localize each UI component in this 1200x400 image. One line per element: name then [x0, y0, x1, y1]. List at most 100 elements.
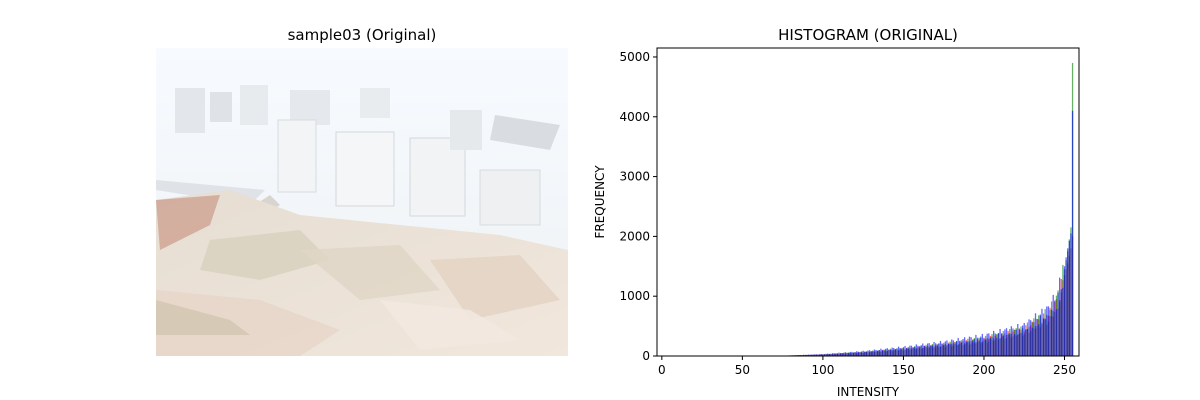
bar-blue-150 [902, 347, 905, 356]
bar-blue-101 [823, 354, 826, 356]
bar-blue-135 [878, 350, 880, 356]
bar-blue-222 [1018, 329, 1021, 356]
bar-blue-170 [935, 343, 937, 356]
bar-blue-215 [1007, 334, 1009, 356]
bar-blue-245 [1055, 309, 1058, 356]
bar-blue-195 [975, 334, 977, 356]
bar-blue-181 [952, 340, 955, 356]
bar-blue-221 [1017, 323, 1019, 356]
bar-blue-140 [886, 348, 888, 356]
bar-blue-218 [1012, 328, 1014, 356]
bar-blue-125 [862, 350, 864, 356]
bar-blue-120 [854, 352, 856, 356]
bar-blue-158 [915, 344, 917, 356]
bar-blue-180 [951, 339, 953, 356]
bar-blue-163 [923, 345, 926, 356]
bar-blue-177 [946, 340, 948, 356]
bar-blue-145 [894, 349, 897, 356]
bar-blue-113 [843, 352, 845, 356]
bar-blue-100 [822, 354, 824, 356]
bar-blue-242 [1050, 309, 1053, 356]
bar-blue-89 [804, 354, 806, 356]
bar-blue-127 [865, 351, 868, 356]
bar-blue-110 [838, 352, 840, 356]
bar-blue-165 [926, 343, 929, 356]
bar-blue-160 [918, 347, 921, 356]
bar-blue-126 [864, 351, 866, 356]
x-tick-label-250: 250 [1053, 363, 1076, 377]
x-axis: 0 50 100 150 200 250 [658, 356, 1076, 377]
bar-blue-129 [868, 350, 871, 356]
y-axis: 0 1000 2000 3000 4000 5000 [619, 50, 657, 363]
axes-frame [656, 47, 1080, 357]
bar-blue-174 [941, 343, 943, 356]
bar-blue-136 [880, 348, 882, 356]
bar-blue-87 [801, 354, 803, 356]
bar-blue-205 [991, 336, 993, 356]
bar-blue-200 [983, 338, 985, 356]
aerial-photo [156, 48, 568, 356]
bar-blue-96 [815, 354, 818, 356]
bar-blue-161 [920, 345, 922, 356]
bar-blue-243 [1052, 294, 1054, 356]
bar-blue-185 [959, 340, 961, 356]
bar-blue-194 [973, 339, 975, 356]
bar-blue-98 [819, 354, 821, 356]
bar-blue-130 [870, 351, 872, 356]
bar-blue-223 [1020, 332, 1022, 356]
bar-blue-157 [914, 346, 916, 356]
bar-blue-246 [1057, 292, 1059, 356]
bar-blue-171 [936, 345, 938, 356]
bar-blue-119 [852, 352, 855, 356]
plot-area [775, 62, 1074, 357]
bar-blue-251 [1065, 257, 1067, 356]
bar-blue-173 [939, 340, 942, 356]
image-title: sample03 (Original) [288, 26, 437, 44]
bar-blue-154 [909, 345, 911, 356]
x-tick-label-0: 0 [658, 363, 666, 377]
bar-blue-213 [1004, 329, 1006, 356]
bar-blue-146 [896, 348, 898, 356]
series-blue [775, 110, 1074, 357]
bar-blue-254 [1070, 233, 1072, 356]
bar-blue-178 [947, 343, 950, 356]
bar-blue-153 [907, 348, 909, 356]
bar-blue-232 [1034, 313, 1037, 356]
bar-blue-204 [989, 338, 992, 356]
x-tick-label-150: 150 [892, 363, 915, 377]
bar-blue-139 [885, 348, 887, 356]
bar-blue-189 [965, 341, 967, 356]
bar-blue-104 [828, 354, 830, 356]
bar-blue-183 [955, 341, 958, 356]
bar-blue-211 [1001, 334, 1003, 356]
bar-blue-116 [848, 352, 850, 356]
y-axis-label: FREQUENCY [593, 165, 607, 239]
bar-blue-91 [807, 354, 810, 356]
bar-blue-230 [1031, 327, 1033, 356]
bar-blue-103 [827, 353, 829, 356]
bar-blue-202 [986, 333, 988, 356]
bar-blue-111 [839, 353, 842, 356]
bar-blue-109 [836, 353, 839, 356]
bar-blue-162 [922, 343, 924, 356]
bar-blue-208 [996, 337, 998, 356]
bar-blue-248 [1060, 289, 1062, 356]
bar-blue-137 [881, 349, 884, 356]
bar-blue-236 [1041, 308, 1043, 356]
bar-blue-133 [875, 349, 877, 356]
bar-blue-182 [954, 343, 956, 356]
bar-blue-197 [978, 340, 980, 356]
bar-blue-193 [972, 341, 974, 356]
bar-blue-201 [984, 339, 987, 356]
bar-blue-228 [1028, 319, 1030, 356]
bar-blue-235 [1039, 314, 1041, 356]
bar-blue-108 [835, 353, 837, 356]
bar-blue-144 [893, 347, 895, 356]
bar-blue-123 [859, 352, 861, 356]
bar-blue-188 [963, 337, 966, 356]
bar-blue-184 [957, 337, 959, 356]
bar-blue-190 [967, 341, 969, 356]
bar-blue-196 [976, 337, 979, 356]
bar-blue-250 [1063, 266, 1066, 356]
bar-blue-244 [1054, 300, 1056, 356]
